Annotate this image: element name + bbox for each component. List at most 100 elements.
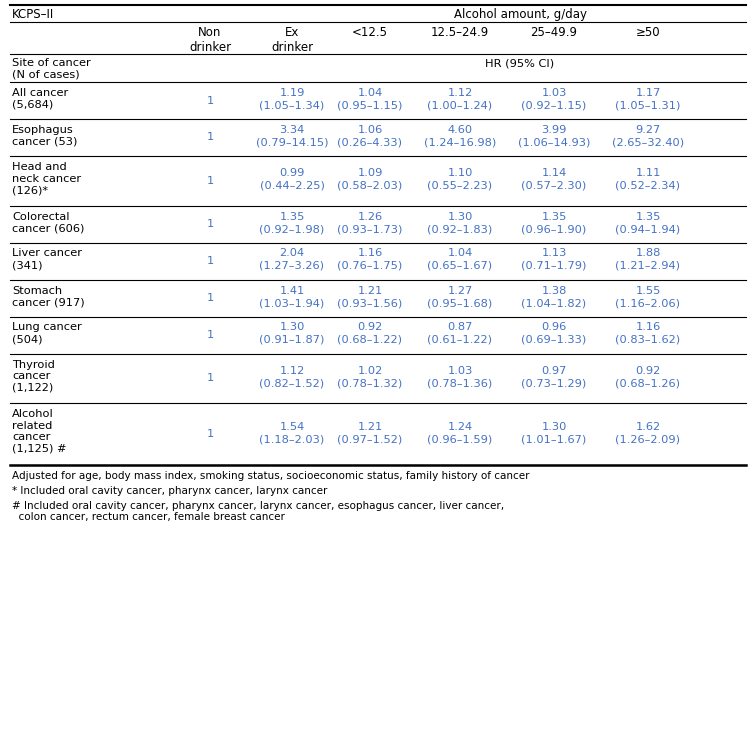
Text: 1.26: 1.26 [358,211,383,221]
Text: All cancer
(5,684): All cancer (5,684) [12,88,68,110]
Text: (0.55–2.23): (0.55–2.23) [427,181,493,191]
Text: (1.05–1.34): (1.05–1.34) [259,100,324,110]
Text: (1.27–3.26): (1.27–3.26) [259,261,324,271]
Text: 1: 1 [206,256,214,266]
Text: 1.30: 1.30 [448,211,472,221]
Text: (0.73–1.29): (0.73–1.29) [522,378,587,388]
Text: 1: 1 [206,175,214,186]
Text: 1.55: 1.55 [635,286,661,295]
Text: (0.92–1.98): (0.92–1.98) [259,224,324,234]
Text: (0.92–1.83): (0.92–1.83) [427,224,493,234]
Text: 1.21: 1.21 [358,286,383,295]
Text: <12.5: <12.5 [352,26,388,39]
Text: Stomach
cancer (917): Stomach cancer (917) [12,286,85,307]
Text: Alcohol amount, g/day: Alcohol amount, g/day [454,8,587,21]
Text: (0.95–1.15): (0.95–1.15) [337,100,403,110]
Text: (1.16–2.06): (1.16–2.06) [615,298,680,308]
Text: 1.03: 1.03 [541,88,567,98]
Text: 1: 1 [206,219,214,229]
Text: 1.12: 1.12 [448,88,472,98]
Text: 1.21: 1.21 [358,422,383,431]
Text: (0.94–1.94): (0.94–1.94) [615,224,680,234]
Text: 1: 1 [206,293,214,303]
Text: 1.16: 1.16 [635,322,661,333]
Text: 9.27: 9.27 [635,125,661,135]
Text: KCPS–II: KCPS–II [12,8,54,21]
Text: Alcohol
related
cancer
(1,125) #: Alcohol related cancer (1,125) # [12,409,67,454]
Text: (0.93–1.56): (0.93–1.56) [337,298,403,308]
Text: (1.26–2.09): (1.26–2.09) [615,434,680,444]
Text: Colorectal
cancer (606): Colorectal cancer (606) [12,211,85,233]
Text: 1.04: 1.04 [448,249,472,259]
Text: (0.44–2.25): (0.44–2.25) [259,181,324,191]
Text: (0.52–2.34): (0.52–2.34) [615,181,680,191]
Text: 1.27: 1.27 [448,286,472,295]
Text: 1.35: 1.35 [541,211,567,221]
Text: 25–49.9: 25–49.9 [531,26,578,39]
Text: HR (95% CI): HR (95% CI) [485,58,555,68]
Text: 12.5–24.9: 12.5–24.9 [431,26,489,39]
Text: (0.82–1.52): (0.82–1.52) [259,378,324,388]
Text: (0.78–1.36): (0.78–1.36) [427,378,493,388]
Text: (0.71–1.79): (0.71–1.79) [522,261,587,271]
Text: 0.97: 0.97 [541,366,567,376]
Text: 0.99: 0.99 [279,168,305,178]
Text: Adjusted for age, body mass index, smoking status, socioeconomic status, family : Adjusted for age, body mass index, smoki… [12,471,529,481]
Text: 0.96: 0.96 [541,322,567,333]
Text: Liver cancer
(341): Liver cancer (341) [12,249,82,270]
Text: Non
drinker: Non drinker [189,26,231,54]
Text: 1.16: 1.16 [358,249,383,259]
Text: 1.19: 1.19 [279,88,305,98]
Text: (1.03–1.94): (1.03–1.94) [259,298,324,308]
Text: (0.68–1.22): (0.68–1.22) [337,335,402,345]
Text: 0.87: 0.87 [448,322,472,333]
Text: 1.88: 1.88 [635,249,661,259]
Text: (0.57–2.30): (0.57–2.30) [522,181,587,191]
Text: (0.92–1.15): (0.92–1.15) [522,100,587,110]
Text: (1.00–1.24): (1.00–1.24) [427,100,493,110]
Text: 1.04: 1.04 [358,88,383,98]
Text: 1: 1 [206,330,214,340]
Text: 1.35: 1.35 [635,211,661,221]
Text: (0.65–1.67): (0.65–1.67) [427,261,493,271]
Text: (1.06–14.93): (1.06–14.93) [518,137,590,148]
Text: 1.54: 1.54 [280,422,305,431]
Text: Thyroid
cancer
(1,122): Thyroid cancer (1,122) [12,360,55,393]
Text: (1.18–2.03): (1.18–2.03) [259,434,324,444]
Text: (0.61–1.22): (0.61–1.22) [427,335,492,345]
Text: 1.13: 1.13 [541,249,567,259]
Text: 1: 1 [206,132,214,143]
Text: 3.99: 3.99 [541,125,567,135]
Text: (1.04–1.82): (1.04–1.82) [522,298,587,308]
Text: (0.97–1.52): (0.97–1.52) [337,434,403,444]
Text: 2.04: 2.04 [280,249,305,259]
Text: (1.21–2.94): (1.21–2.94) [615,261,680,271]
Text: (0.95–1.68): (0.95–1.68) [427,298,493,308]
Text: (0.79–14.15): (0.79–14.15) [256,137,328,148]
Text: 1: 1 [206,374,214,383]
Text: 1.06: 1.06 [358,125,383,135]
Text: (0.96–1.59): (0.96–1.59) [427,434,493,444]
Text: 1.62: 1.62 [636,422,661,431]
Text: 1.30: 1.30 [541,422,567,431]
Text: colon cancer, rectum cancer, female breast cancer: colon cancer, rectum cancer, female brea… [12,512,285,522]
Text: 1.10: 1.10 [448,168,472,178]
Text: 1.17: 1.17 [635,88,661,98]
Text: 4.60: 4.60 [448,125,472,135]
Text: 1.09: 1.09 [358,168,383,178]
Text: # Included oral cavity cancer, pharynx cancer, larynx cancer, esophagus cancer, : # Included oral cavity cancer, pharynx c… [12,501,504,511]
Text: (0.76–1.75): (0.76–1.75) [337,261,403,271]
Text: 0.92: 0.92 [635,366,661,376]
Text: 1.30: 1.30 [279,322,305,333]
Text: Ex
drinker: Ex drinker [271,26,313,54]
Text: (0.91–1.87): (0.91–1.87) [259,335,324,345]
Text: Esophagus
cancer (53): Esophagus cancer (53) [12,125,77,147]
Text: * Included oral cavity cancer, pharynx cancer, larynx cancer: * Included oral cavity cancer, pharynx c… [12,486,327,496]
Text: 1.14: 1.14 [541,168,567,178]
Text: (0.26–4.33): (0.26–4.33) [337,137,402,148]
Text: (1.01–1.67): (1.01–1.67) [522,434,587,444]
Text: Lung cancer
(504): Lung cancer (504) [12,322,82,344]
Text: 1.11: 1.11 [635,168,661,178]
Text: (1.05–1.31): (1.05–1.31) [615,100,680,110]
Text: (0.78–1.32): (0.78–1.32) [337,378,403,388]
